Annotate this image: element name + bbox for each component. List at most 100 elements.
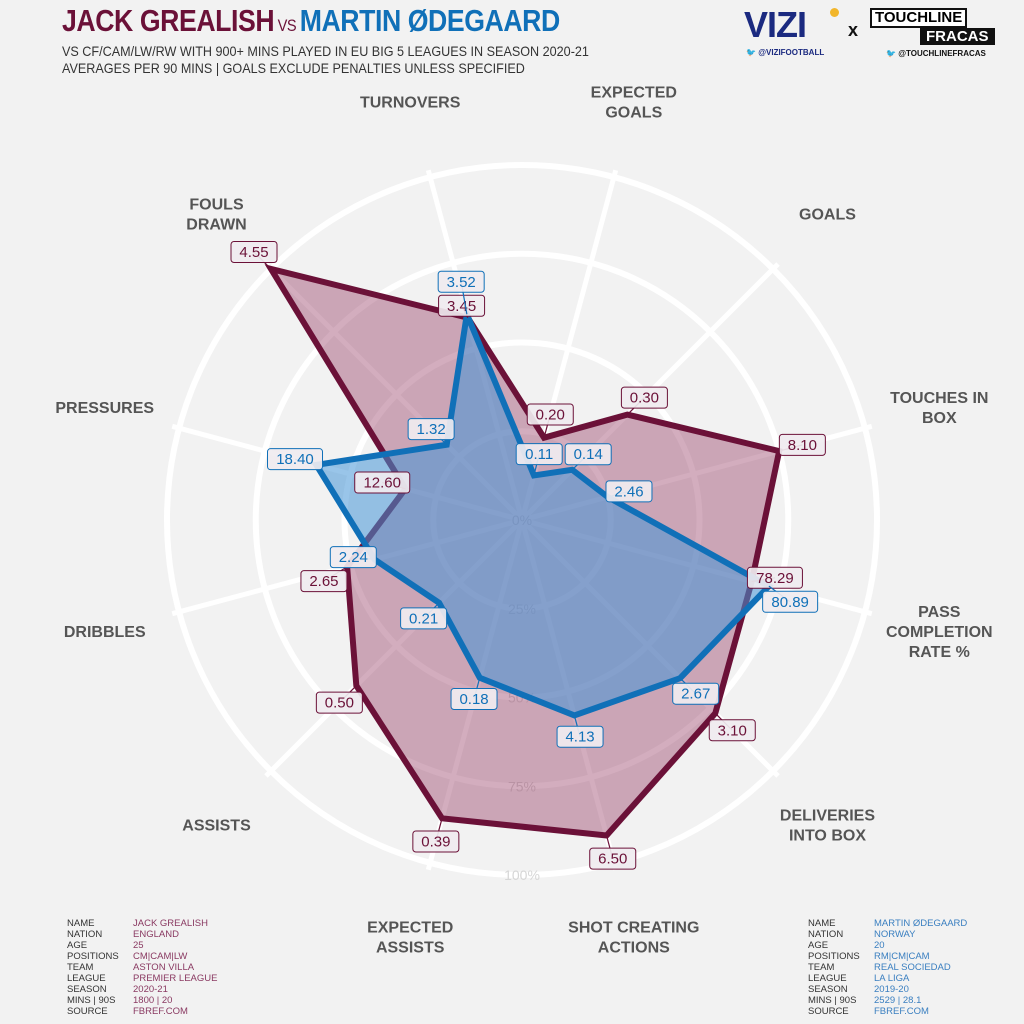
label-text: 3.52 xyxy=(447,274,476,291)
grealish-value-label: 8.10 xyxy=(778,433,826,456)
axis-label-line: DRAWN xyxy=(186,217,246,234)
odegaard-value-label: 3.52 xyxy=(437,270,485,315)
info-row: SOURCE FBREF.COM xyxy=(808,1006,967,1017)
label-text: 0.11 xyxy=(525,446,553,463)
player1-name: JACK GREALISH xyxy=(62,3,275,38)
chart-title: JACK GREALISH VS MARTIN ØDEGAARD xyxy=(62,4,565,43)
info-row: SOURCE FBREF.COM xyxy=(67,1006,217,1017)
info-row: AGE 25 xyxy=(67,940,217,951)
info-value: ENGLAND xyxy=(133,929,179,940)
info-row: SEASON 2020-21 xyxy=(67,984,217,995)
grealish-value-label: 2.65 xyxy=(300,566,348,593)
info-key: AGE xyxy=(67,940,88,951)
label-text: 3.10 xyxy=(718,722,747,739)
label-text: 80.89 xyxy=(771,594,809,611)
label-text: 78.29 xyxy=(756,570,794,587)
axis-label: PRESSURES xyxy=(55,400,154,417)
info-row: LEAGUE PREMIER LEAGUE xyxy=(67,973,217,984)
axis-label-line: GOALS xyxy=(605,105,662,122)
info-row: POSITIONS CM|CAM|LW xyxy=(67,951,217,962)
label-box xyxy=(267,448,324,471)
grid-ring xyxy=(164,162,880,878)
label-text: 1.32 xyxy=(417,421,446,438)
info-row: TEAM REAL SOCIEDAD xyxy=(808,962,967,973)
subtitle-line-1: VS CF/CAM/LW/RW WITH 900+ MINS PLAYED IN… xyxy=(62,43,589,59)
odegaard-value-label: 18.40 xyxy=(267,448,324,471)
axis-label: PASS COMPLETION RATE % xyxy=(886,604,993,661)
info-key: SOURCE xyxy=(808,1006,849,1017)
label-text: 18.40 xyxy=(276,451,314,468)
axis-label: DRIBBLES xyxy=(64,624,146,641)
label-box xyxy=(526,403,574,426)
info-value: 2020-21 xyxy=(133,984,168,995)
label-text: 0.39 xyxy=(421,834,450,851)
info-row: MINS | 90S 1800 | 20 xyxy=(67,995,217,1006)
twitter-icon: 🐦 xyxy=(886,49,896,58)
info-key: NATION xyxy=(808,929,844,940)
info-key: NAME xyxy=(67,918,95,929)
label-text: 0.21 xyxy=(409,610,438,627)
label-box xyxy=(400,607,448,630)
axis-label-line: SHOT CREATING xyxy=(568,919,699,936)
axis-label-line: EXPECTED xyxy=(591,85,677,102)
axis-label-line: ASSISTS xyxy=(376,939,445,956)
grealish-value-label: 6.50 xyxy=(589,835,637,870)
label-box xyxy=(300,570,348,593)
info-key: LEAGUE xyxy=(808,973,847,984)
info-row: NAME JACK GREALISH xyxy=(67,918,217,929)
info-value: FBREF.COM xyxy=(133,1006,188,1017)
info-value: 25 xyxy=(133,940,144,951)
player2-name: MARTIN ØDEGAARD xyxy=(299,3,561,38)
info-value: MARTIN ØDEGAARD xyxy=(874,918,968,929)
info-key: TEAM xyxy=(67,962,94,973)
subtitle-line-2: AVERAGES PER 90 MINS | GOALS EXCLUDE PEN… xyxy=(62,60,525,76)
label-text: 2.65 xyxy=(309,573,338,590)
info-value: 1800 | 20 xyxy=(133,995,173,1006)
collab-x: x xyxy=(848,20,859,40)
touchline-logo-bottom: FRACAS xyxy=(920,28,995,45)
label-text: 4.55 xyxy=(239,244,268,261)
grealish-value-label: 12.60 xyxy=(354,471,411,494)
info-value: FBREF.COM xyxy=(874,1006,929,1017)
header: JACK GREALISH VS MARTIN ØDEGAARD VS CF/CAM… xyxy=(62,4,647,77)
label-box xyxy=(620,386,668,409)
axis-label-line: GOALS xyxy=(799,207,856,224)
info-key: POSITIONS xyxy=(67,951,119,962)
axis-label: EXPECTED ASSISTS xyxy=(367,919,453,956)
label-text: 0.14 xyxy=(574,446,603,463)
axis-label: DELIVERIES INTO BOX xyxy=(780,807,875,844)
label-text: 0.30 xyxy=(630,390,659,407)
label-text: 2.24 xyxy=(339,549,368,566)
info-row: NATION ENGLAND xyxy=(67,929,217,940)
label-text: 8.10 xyxy=(788,437,817,454)
odegaard-value-label: 4.13 xyxy=(556,715,604,748)
label-text: 0.18 xyxy=(459,691,488,708)
info-value: 2019-20 xyxy=(874,984,909,995)
label-box xyxy=(589,847,637,870)
label-text: 3.45 xyxy=(447,298,476,315)
info-key: TEAM xyxy=(808,962,835,973)
label-box xyxy=(450,687,498,710)
info-value: NORWAY xyxy=(874,929,916,940)
info-key: SEASON xyxy=(808,984,848,995)
vizi-handle-text: @VIZIFOOTBALL xyxy=(758,48,825,57)
axis-label-line: ACTIONS xyxy=(598,939,670,956)
label-box xyxy=(354,471,411,494)
axis-label: FOULS DRAWN xyxy=(186,197,246,234)
axis-label-line: DELIVERIES xyxy=(780,807,875,824)
label-box xyxy=(564,443,612,466)
label-box xyxy=(230,241,278,264)
axis-label-line: FOULS xyxy=(189,197,244,214)
label-text: 0.50 xyxy=(325,695,354,712)
axis-label-line: PRESSURES xyxy=(55,400,154,417)
axis-label: EXPECTED GOALS xyxy=(591,85,677,122)
axis-label-line: INTO BOX xyxy=(789,827,866,844)
grealish-value-label: 78.29 xyxy=(746,566,803,589)
label-text: 0.20 xyxy=(536,407,565,424)
label-text: 6.50 xyxy=(598,851,627,868)
info-key: SEASON xyxy=(67,984,107,995)
info-row: NAME MARTIN ØDEGAARD xyxy=(808,918,967,929)
odegaard-value-label: 80.89 xyxy=(762,585,819,613)
odegaard-value-label: 2.46 xyxy=(605,480,653,503)
